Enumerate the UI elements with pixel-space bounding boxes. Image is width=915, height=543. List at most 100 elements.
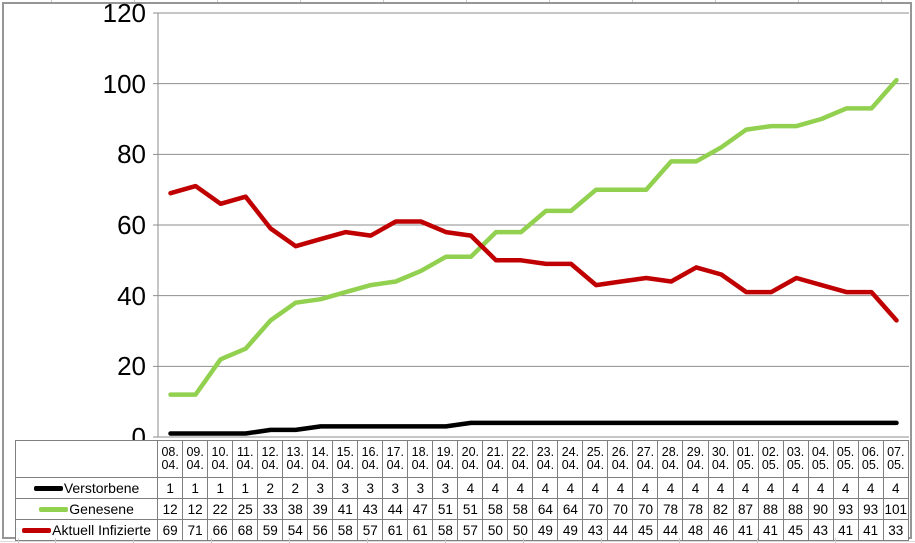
value-cell: 4 bbox=[632, 477, 659, 499]
value-cell: 2 bbox=[282, 477, 309, 499]
value-cell: 4 bbox=[882, 477, 910, 499]
value-cell: 58 bbox=[332, 519, 359, 541]
value-cell: 12 bbox=[157, 498, 184, 520]
value-cell: 4 bbox=[682, 477, 709, 499]
worksheet-column-border bbox=[211, 538, 212, 543]
worksheet-column-border bbox=[383, 0, 384, 2]
value-cell: 3 bbox=[432, 477, 459, 499]
value-cell: 47 bbox=[407, 498, 434, 520]
date-header-cell: 08. 04. bbox=[157, 440, 184, 478]
date-header-cell: 04. 05. bbox=[807, 440, 834, 478]
value-cell: 4 bbox=[857, 477, 884, 499]
value-cell: 45 bbox=[782, 519, 809, 541]
value-cell: 69 bbox=[157, 519, 184, 541]
legend-cell: Verstorbene bbox=[14, 477, 159, 499]
value-cell: 82 bbox=[707, 498, 734, 520]
worksheet-column-border bbox=[881, 0, 882, 2]
date-header-cell: 27. 04. bbox=[632, 440, 659, 478]
legend-key-line-icon bbox=[39, 506, 69, 512]
value-cell: 57 bbox=[357, 519, 384, 541]
series-name-label: Aktuell Infizierte bbox=[52, 522, 151, 538]
value-cell: 4 bbox=[532, 477, 559, 499]
value-cell: 3 bbox=[332, 477, 359, 499]
value-cell: 4 bbox=[607, 477, 634, 499]
series-line-2 bbox=[168, 183, 899, 323]
value-cell: 58 bbox=[432, 519, 459, 541]
date-header-cell: 22. 04. bbox=[507, 440, 534, 478]
value-cell: 33 bbox=[257, 498, 284, 520]
value-cell: 51 bbox=[457, 498, 484, 520]
date-header-cell: 17. 04. bbox=[382, 440, 409, 478]
value-cell: 41 bbox=[332, 498, 359, 520]
y-axis-label: 60 bbox=[117, 210, 146, 240]
worksheet-column-border bbox=[798, 0, 799, 2]
legend-key-line-icon bbox=[22, 527, 52, 533]
worksheet-column-border bbox=[601, 538, 602, 543]
value-cell: 58 bbox=[482, 498, 509, 520]
value-cell: 39 bbox=[307, 498, 334, 520]
value-cell: 93 bbox=[832, 498, 859, 520]
worksheet-column-border bbox=[757, 538, 758, 543]
worksheet-column-border bbox=[300, 0, 301, 2]
table-corner-blank bbox=[14, 440, 159, 478]
date-header-cell: 14. 04. bbox=[307, 440, 334, 478]
value-cell: 3 bbox=[382, 477, 409, 499]
value-cell: 87 bbox=[732, 498, 759, 520]
date-header-cell: 19. 04. bbox=[432, 440, 459, 478]
value-cell: 2 bbox=[257, 477, 284, 499]
value-cell: 1 bbox=[232, 477, 259, 499]
date-header-cell: 20. 04. bbox=[457, 440, 484, 478]
value-cell: 48 bbox=[682, 519, 709, 541]
value-cell: 1 bbox=[182, 477, 209, 499]
worksheet-column-border bbox=[466, 0, 467, 2]
value-cell: 64 bbox=[532, 498, 559, 520]
value-cell: 71 bbox=[182, 519, 209, 541]
value-cell: 12 bbox=[182, 498, 209, 520]
date-header-cell: 25. 04. bbox=[582, 440, 609, 478]
value-cell: 70 bbox=[632, 498, 659, 520]
value-cell: 68 bbox=[232, 519, 259, 541]
value-cell: 78 bbox=[657, 498, 684, 520]
value-cell: 45 bbox=[632, 519, 659, 541]
value-cell: 4 bbox=[807, 477, 834, 499]
value-cell: 25 bbox=[232, 498, 259, 520]
value-cell: 58 bbox=[507, 498, 534, 520]
value-cell: 4 bbox=[557, 477, 584, 499]
worksheet-column-border bbox=[289, 538, 290, 543]
date-header-cell: 29. 04. bbox=[682, 440, 709, 478]
date-header-cell: 15. 04. bbox=[332, 440, 359, 478]
value-cell: 4 bbox=[757, 477, 784, 499]
date-header-cell: 02. 05. bbox=[757, 440, 784, 478]
value-cell: 3 bbox=[357, 477, 384, 499]
worksheet-column-border bbox=[133, 538, 134, 543]
value-cell: 44 bbox=[607, 519, 634, 541]
worksheet-column-border bbox=[51, 0, 52, 2]
value-cell: 4 bbox=[657, 477, 684, 499]
value-cell: 88 bbox=[782, 498, 809, 520]
legend-key-line-icon bbox=[33, 485, 63, 491]
worksheet-column-border bbox=[134, 0, 135, 2]
value-cell: 4 bbox=[707, 477, 734, 499]
value-cell: 3 bbox=[307, 477, 334, 499]
series-line-0 bbox=[168, 420, 899, 436]
value-cell: 61 bbox=[382, 519, 409, 541]
value-cell: 4 bbox=[482, 477, 509, 499]
value-cell: 88 bbox=[757, 498, 784, 520]
date-header-cell: 16. 04. bbox=[357, 440, 384, 478]
date-header-cell: 07. 05. bbox=[882, 440, 910, 478]
worksheet-column-border bbox=[835, 538, 836, 543]
value-cell: 49 bbox=[557, 519, 584, 541]
value-cell: 49 bbox=[532, 519, 559, 541]
value-cell: 4 bbox=[457, 477, 484, 499]
date-header-cell: 24. 04. bbox=[557, 440, 584, 478]
date-header-cell: 30. 04. bbox=[707, 440, 734, 478]
value-cell: 70 bbox=[582, 498, 609, 520]
legend-cell: Genesene bbox=[14, 498, 159, 520]
value-cell: 51 bbox=[432, 498, 459, 520]
value-cell: 61 bbox=[407, 519, 434, 541]
value-cell: 101 bbox=[882, 498, 910, 520]
date-header-cell: 11. 04. bbox=[232, 440, 259, 478]
value-cell: 66 bbox=[207, 519, 234, 541]
